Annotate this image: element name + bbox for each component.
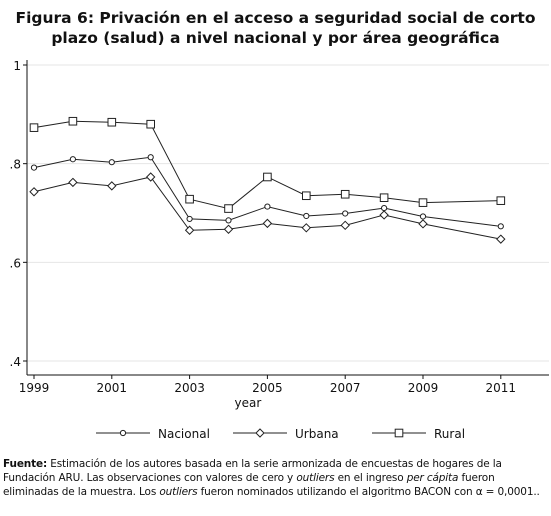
- data-point-urbana: [145, 172, 156, 182]
- data-point-rural: [263, 172, 272, 182]
- series-line-rural: [33, 120, 501, 210]
- data-point-rural: [340, 189, 350, 199]
- data-point-urbana: [29, 187, 39, 197]
- x-tick-label: 2009: [408, 381, 439, 395]
- data-point-urbana: [223, 224, 234, 234]
- data-point-rural: [418, 198, 428, 207]
- chart-title-line-1: Figura 6: Privación en el acceso a segur…: [15, 9, 536, 27]
- data-point-nacional: [69, 156, 77, 163]
- data-point-rural: [29, 123, 39, 132]
- footnote-italic-3: outliers: [159, 486, 198, 498]
- footnote-label: Fuente:: [3, 458, 48, 470]
- footnote-text-1: Estimación de los autores basada en la s…: [3, 458, 502, 484]
- data-point-nacional: [497, 223, 504, 230]
- data-point-urbana: [262, 218, 273, 229]
- y-tick-label: .4: [10, 355, 21, 369]
- data-point-rural: [496, 196, 506, 205]
- chart-title-line-2: plazo (salud) a nivel nacional y por áre…: [51, 29, 500, 47]
- data-point-nacional: [186, 215, 193, 223]
- data-point-urbana: [379, 210, 389, 220]
- series-nacional: [30, 154, 504, 230]
- legend-marker-urbana: [255, 428, 265, 438]
- axes: .4 .6 .8 1 1999 2001 2003 2005 2007 2009 2011 year: [10, 59, 549, 410]
- data-point-urbana: [301, 223, 312, 233]
- y-tick-label: 1: [13, 59, 21, 73]
- x-axis-title: year: [235, 396, 262, 410]
- data-point-nacional: [342, 210, 349, 217]
- footnote-italic-1: outliers: [296, 472, 335, 484]
- data-point-urbana: [107, 181, 117, 191]
- data-point-nacional: [225, 217, 232, 224]
- data-point-nacional: [381, 204, 388, 212]
- data-point-nacional: [30, 164, 38, 171]
- series-rural: [29, 116, 506, 213]
- x-tick-label: 2011: [486, 381, 517, 395]
- data-point-rural: [146, 119, 155, 129]
- series-line-nacional: [33, 156, 501, 227]
- data-point-nacional: [303, 212, 310, 220]
- legend-label-urbana: Urbana: [295, 427, 339, 441]
- series-urbana: [29, 172, 506, 244]
- footnote-text-4: fueron nominados utilizando el algoritmo…: [197, 486, 540, 498]
- legend-marker-nacional: [119, 429, 127, 437]
- legend-item-urbana: Urbana: [233, 427, 339, 441]
- data-point-rural: [302, 191, 311, 201]
- y-tick-label: .8: [10, 158, 21, 172]
- x-tick-label: 2007: [330, 381, 361, 395]
- data-point-rural: [107, 117, 117, 127]
- x-tick-label: 1999: [19, 381, 50, 395]
- x-tick-label: 2003: [174, 381, 205, 395]
- data-point-urbana: [68, 177, 78, 188]
- data-point-urbana: [184, 225, 195, 235]
- grid-lines: [27, 64, 549, 362]
- x-tick-label: 2001: [97, 381, 128, 395]
- data-point-rural: [185, 194, 194, 204]
- data-point-rural: [379, 193, 389, 203]
- data-point-nacional: [264, 203, 271, 210]
- footnote-italic-2: per cápita: [406, 472, 459, 484]
- legend-label-rural: Rural: [434, 427, 465, 441]
- data-point-urbana: [496, 234, 506, 244]
- legend-item-nacional: Nacional: [96, 427, 210, 441]
- series-line-urbana: [33, 176, 501, 240]
- data-point-rural: [224, 204, 233, 213]
- x-tick-label: 2005: [252, 381, 283, 395]
- series-lines: [29, 116, 506, 244]
- legend: Nacional Urbana Rural: [96, 427, 465, 441]
- footnote-text-2: en el ingreso: [334, 472, 407, 484]
- chart-title: Figura 6: Privación en el acceso a segur…: [0, 8, 551, 48]
- legend-item-rural: Rural: [372, 427, 465, 441]
- data-point-nacional: [419, 213, 427, 220]
- data-point-nacional: [108, 159, 115, 166]
- footnote-text-3: fueron eliminadas de la muestra. Los: [3, 472, 495, 498]
- source-footnote: Fuente: Estimación de los autores basada…: [3, 457, 551, 499]
- data-point-nacional: [147, 154, 154, 161]
- data-point-urbana: [340, 220, 350, 231]
- y-tick-label: .6: [10, 256, 21, 270]
- legend-marker-rural: [394, 428, 404, 438]
- data-point-urbana: [418, 219, 428, 229]
- data-point-rural: [68, 116, 78, 126]
- legend-label-nacional: Nacional: [158, 427, 210, 441]
